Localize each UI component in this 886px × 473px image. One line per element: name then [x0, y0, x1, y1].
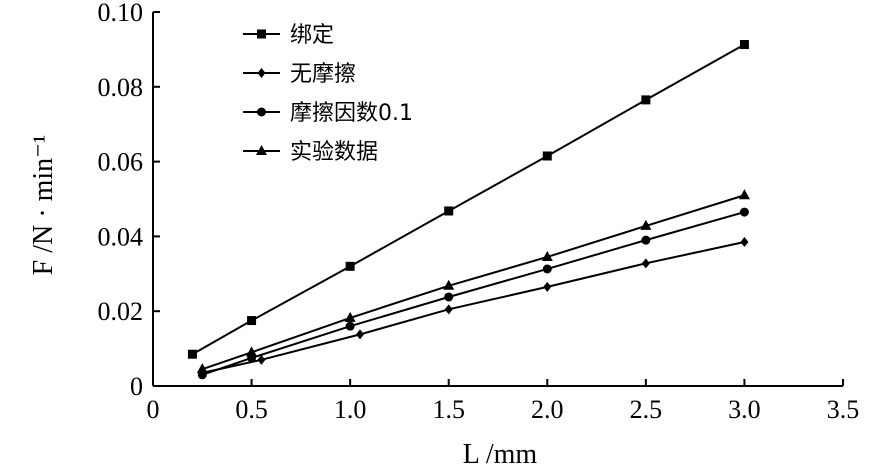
x-tick-label: 2.0: [531, 395, 564, 424]
axis-titles: L /mm F /N · min⁻¹: [28, 135, 537, 470]
series-line: [202, 241, 745, 374]
data-point: [739, 207, 749, 217]
x-tick-label: 0: [147, 395, 160, 424]
legend-marker: [257, 107, 266, 117]
data-point: [345, 261, 355, 271]
data-point: [740, 237, 749, 248]
x-tick-label: 1.0: [334, 395, 367, 424]
data-point: [641, 95, 651, 105]
legend-marker: [257, 29, 266, 39]
data-point: [247, 316, 257, 326]
data-point: [246, 346, 258, 357]
series-line: [201, 211, 745, 376]
data-point: [443, 279, 455, 290]
x-tick-label: 2.5: [630, 395, 663, 424]
data-point: [444, 304, 453, 315]
legend-item: 实验数据: [243, 140, 378, 165]
data-point: [738, 189, 750, 200]
legend-label: 实验数据: [290, 140, 378, 165]
legend-label: 无摩擦: [290, 62, 356, 87]
data-point: [444, 206, 454, 216]
y-tick-label: 0.06: [98, 148, 144, 177]
data-point: [641, 258, 650, 269]
legend-marker: [257, 68, 266, 78]
series-layer: [187, 40, 750, 380]
axes: 0 0.5 1.0 1.5 2.0 2.5 3.0 3.5 0 0.02 0.04 0.06 0.08 0…: [98, 0, 860, 424]
y-tick-label: 0.04: [98, 222, 144, 251]
y-axis-label: F /N · min⁻¹: [28, 135, 59, 276]
y-tick-label: 0: [130, 372, 143, 401]
data-point: [542, 151, 552, 161]
data-point: [641, 235, 651, 245]
data-point: [640, 219, 652, 230]
series-line: [201, 194, 745, 371]
x-tick-label: 3.5: [827, 395, 860, 424]
series-0: [187, 40, 749, 359]
data-point: [345, 321, 355, 331]
x-tick-label: 1.5: [432, 395, 465, 424]
series-line: [191, 43, 745, 356]
data-point: [196, 363, 208, 374]
legend-item: 绑定: [243, 23, 334, 48]
data-point: [541, 250, 553, 261]
data-point: [739, 40, 749, 50]
legend-label: 摩擦因数0.1: [290, 101, 413, 126]
data-point: [187, 349, 197, 359]
data-point: [356, 329, 364, 340]
x-axis-label: L /mm: [463, 439, 538, 470]
x-tick-label: 0.5: [235, 395, 268, 424]
data-point: [257, 354, 266, 365]
series-2: [197, 207, 749, 380]
legend-item: 无摩擦: [243, 62, 356, 87]
y-tick-label: 0.02: [98, 297, 144, 326]
data-point: [344, 311, 356, 322]
data-point: [444, 292, 454, 302]
y-tick-label: 0.08: [98, 73, 144, 102]
data-point: [542, 264, 552, 274]
legend-item: 摩擦因数0.1: [243, 101, 413, 126]
legend-marker: [256, 145, 267, 155]
series-3: [196, 189, 750, 374]
series-1: [198, 237, 749, 378]
data-point: [543, 281, 552, 292]
x-tick-label: 3.0: [728, 395, 761, 424]
legend-label: 绑定: [290, 23, 334, 48]
y-tick-label: 0.10: [98, 0, 144, 27]
